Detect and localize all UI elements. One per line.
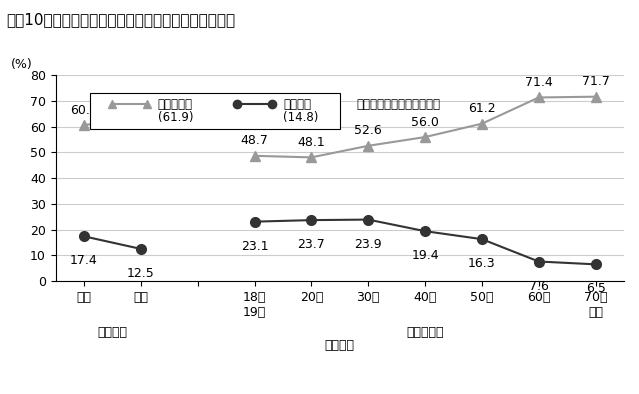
Text: 71.4: 71.4 — [525, 76, 553, 89]
Text: 56.0: 56.0 — [411, 116, 439, 129]
Text: 注：（　）内は全体の比率: 注：（ ）内は全体の比率 — [357, 98, 441, 111]
Text: 60.7: 60.7 — [70, 104, 98, 117]
Text: 7.6: 7.6 — [529, 280, 549, 293]
Text: (14.8): (14.8) — [283, 111, 318, 124]
Text: 17.4: 17.4 — [70, 255, 98, 268]
Text: 52.6: 52.6 — [355, 125, 382, 138]
Text: 61.2: 61.2 — [468, 102, 496, 115]
Text: 【性別】: 【性別】 — [325, 339, 355, 352]
Text: 【性別】: 【性別】 — [97, 326, 127, 339]
Text: 19.4: 19.4 — [412, 249, 439, 262]
Text: 感染症対策: 感染症対策 — [158, 98, 193, 111]
Text: 71.7: 71.7 — [581, 75, 610, 88]
Text: 図表10　感染症対策と経済対策のどちらを重視するか: 図表10 感染症対策と経済対策のどちらを重視するか — [6, 12, 236, 27]
Text: 経済対策: 経済対策 — [283, 98, 311, 111]
Text: 12.5: 12.5 — [127, 267, 155, 280]
Text: 23.7: 23.7 — [298, 238, 325, 251]
Text: 【年代別】: 【年代別】 — [406, 326, 444, 339]
Text: 23.1: 23.1 — [241, 240, 268, 253]
FancyBboxPatch shape — [89, 93, 340, 129]
Text: 63.0: 63.0 — [127, 98, 155, 111]
Text: 48.1: 48.1 — [298, 136, 325, 149]
Text: 16.3: 16.3 — [468, 257, 496, 270]
Y-axis label: (%): (%) — [11, 58, 33, 71]
Text: (61.9): (61.9) — [158, 111, 194, 124]
Text: 6.5: 6.5 — [585, 282, 606, 296]
Text: 48.7: 48.7 — [241, 134, 268, 147]
Text: 23.9: 23.9 — [355, 238, 382, 251]
